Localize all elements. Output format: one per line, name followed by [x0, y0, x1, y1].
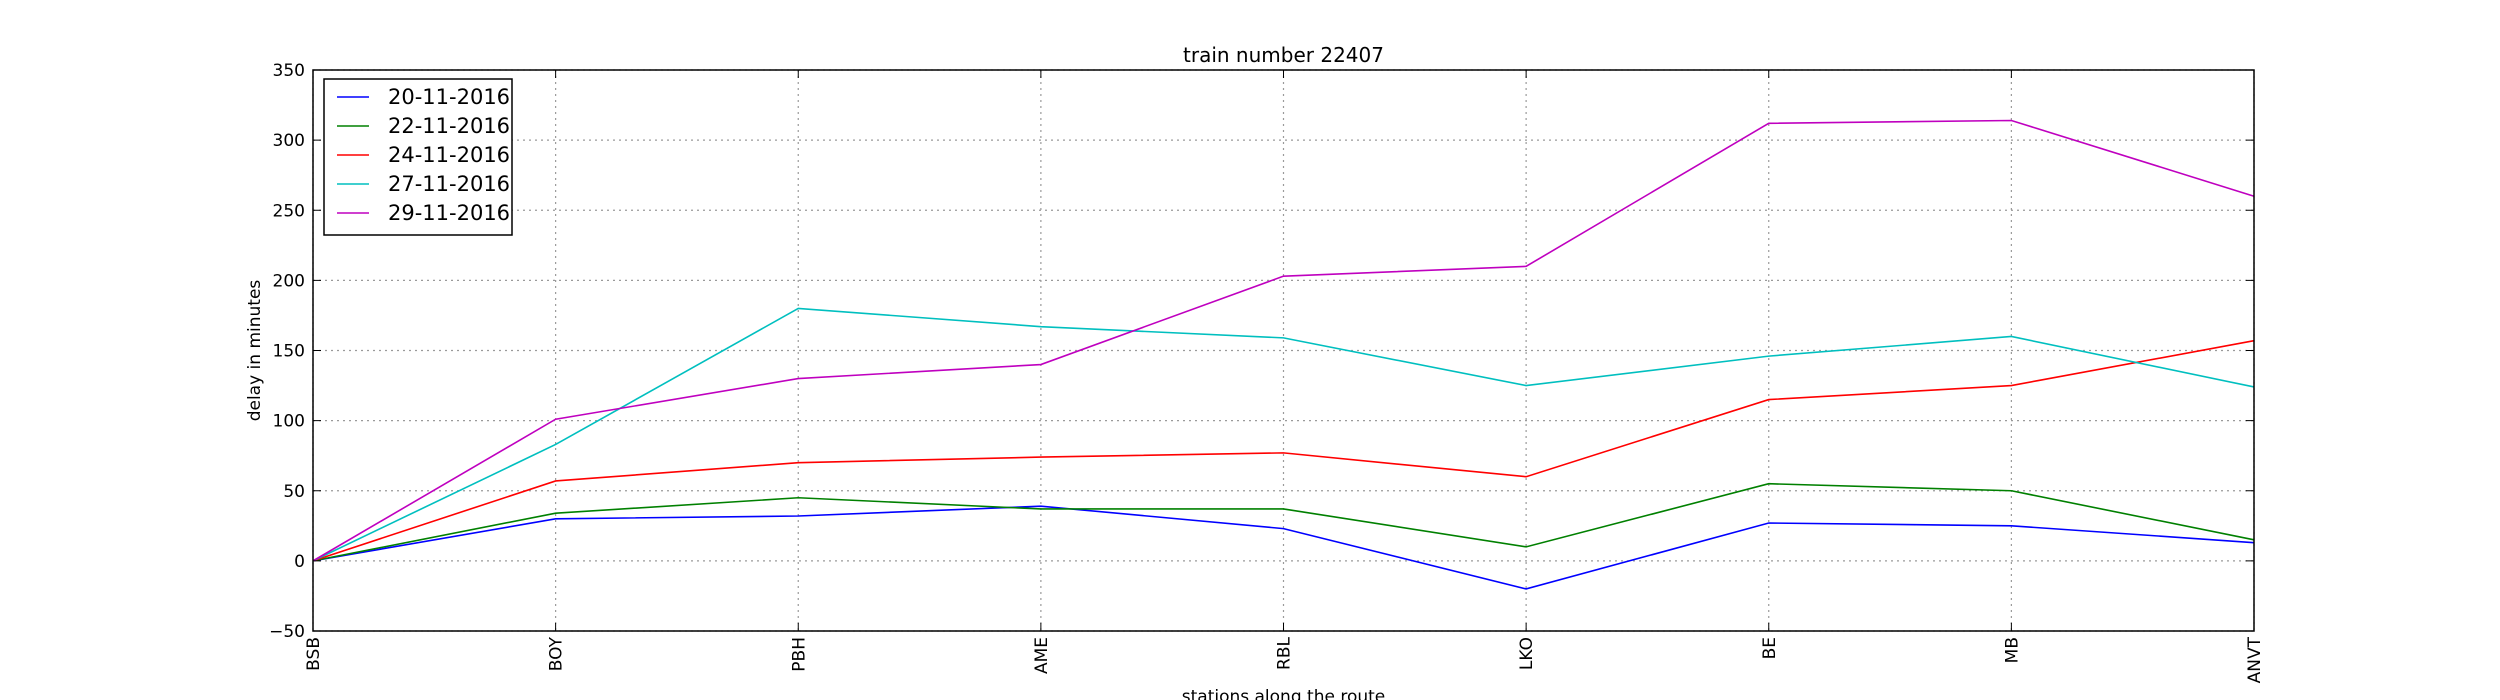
y-tick-label: 250	[273, 201, 305, 221]
grid	[312, 69, 2255, 632]
legend-box	[323, 78, 513, 236]
y-tick-label: 0	[294, 552, 305, 572]
series-line-29-11-2016	[312, 119, 2255, 562]
x-tick-label: BOY	[547, 636, 567, 671]
series-lines	[312, 119, 2255, 590]
chart-title: train number 22407	[1183, 43, 1384, 67]
series-line-27-11-2016	[312, 307, 2255, 562]
y-axis-title: delay in minutes	[245, 280, 265, 422]
y-tick-label: 350	[273, 61, 305, 81]
x-tick-label: PBH	[789, 637, 809, 672]
y-axis-ticks: −50 0 50 100 150 200 250 300 350	[269, 61, 2254, 642]
x-tick-label: AME	[1032, 637, 1052, 674]
y-tick-label: 200	[273, 271, 305, 291]
x-axis-ticks: BSB BOY PBH AME RBL LKO BE MB ANVT	[304, 70, 2265, 683]
series-line-20-11-2016	[312, 505, 2255, 590]
legend: 20-11-2016 22-11-2016 24-11-2016 27-11-2016…	[323, 78, 513, 236]
x-tick-label: BE	[1760, 637, 1780, 659]
legend-label: 22-11-2016	[388, 114, 510, 138]
y-tick-label: 50	[283, 482, 305, 502]
legend-label: 29-11-2016	[388, 201, 510, 225]
x-tick-label: BSB	[304, 637, 324, 671]
x-axis-title: stations along the route	[1182, 687, 1386, 700]
x-tick-label: ANVT	[2245, 636, 2265, 683]
series-line-24-11-2016	[312, 339, 2255, 562]
legend-label: 27-11-2016	[388, 172, 510, 196]
y-tick-label: 100	[273, 412, 305, 432]
x-tick-label: MB	[2002, 637, 2022, 663]
x-tick-label: LKO	[1517, 637, 1537, 670]
series-line-22-11-2016	[312, 482, 2255, 562]
x-tick-label: RBL	[1275, 636, 1295, 669]
y-tick-label: 150	[273, 342, 305, 362]
legend-label: 24-11-2016	[388, 143, 510, 167]
legend-label: 20-11-2016	[388, 85, 510, 109]
y-tick-label: 300	[273, 131, 305, 151]
y-tick-label: −50	[269, 622, 305, 642]
